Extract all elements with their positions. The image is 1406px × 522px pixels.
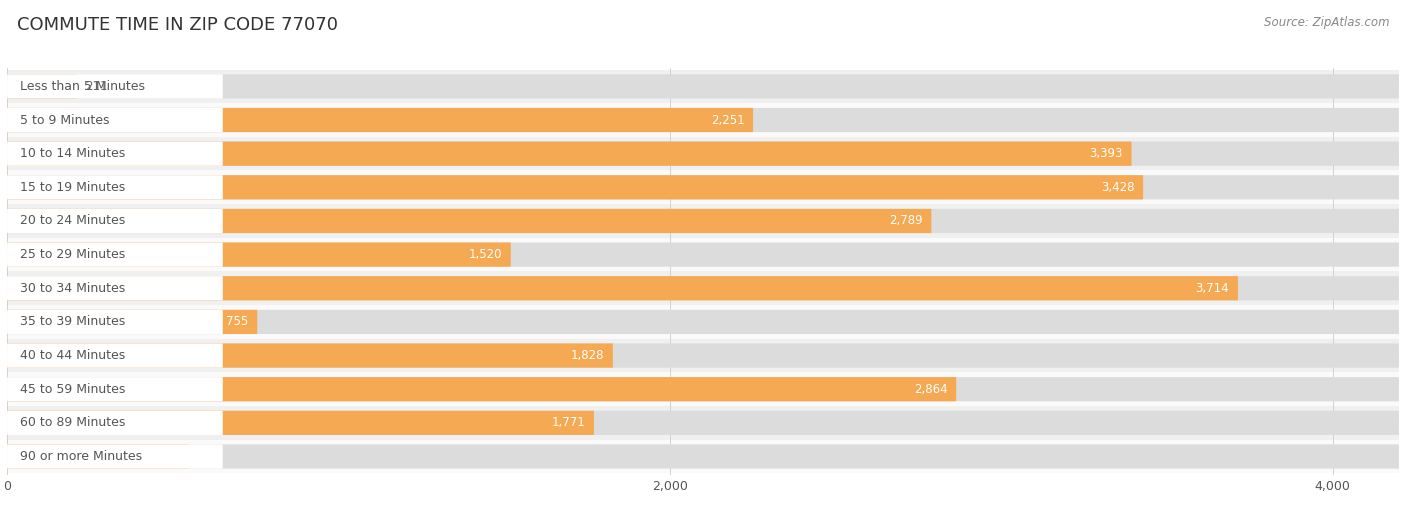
- FancyBboxPatch shape: [7, 411, 222, 435]
- FancyBboxPatch shape: [7, 141, 1132, 166]
- Text: 2,789: 2,789: [889, 215, 922, 228]
- Text: 3,714: 3,714: [1195, 282, 1229, 295]
- Text: Less than 5 Minutes: Less than 5 Minutes: [20, 80, 145, 93]
- FancyBboxPatch shape: [7, 209, 222, 233]
- FancyBboxPatch shape: [7, 411, 593, 435]
- FancyBboxPatch shape: [7, 243, 510, 267]
- Bar: [7, 440, 1399, 473]
- FancyBboxPatch shape: [7, 276, 1237, 300]
- Bar: [7, 171, 1399, 204]
- Text: 90 or more Minutes: 90 or more Minutes: [20, 450, 142, 463]
- Text: 10 to 14 Minutes: 10 to 14 Minutes: [20, 147, 125, 160]
- FancyBboxPatch shape: [7, 343, 222, 367]
- Text: 15 to 19 Minutes: 15 to 19 Minutes: [20, 181, 125, 194]
- Text: 3,393: 3,393: [1090, 147, 1123, 160]
- FancyBboxPatch shape: [7, 74, 1399, 99]
- Text: 35 to 39 Minutes: 35 to 39 Minutes: [20, 315, 125, 328]
- FancyBboxPatch shape: [7, 444, 188, 469]
- FancyBboxPatch shape: [7, 310, 257, 334]
- FancyBboxPatch shape: [7, 276, 222, 300]
- Text: 755: 755: [226, 315, 249, 328]
- FancyBboxPatch shape: [7, 444, 1399, 469]
- Text: 25 to 29 Minutes: 25 to 29 Minutes: [20, 248, 125, 261]
- Bar: [7, 137, 1399, 171]
- FancyBboxPatch shape: [7, 377, 1399, 401]
- FancyBboxPatch shape: [7, 411, 1399, 435]
- Bar: [7, 406, 1399, 440]
- FancyBboxPatch shape: [7, 310, 222, 334]
- Text: 2,251: 2,251: [711, 113, 744, 126]
- Text: 40 to 44 Minutes: 40 to 44 Minutes: [20, 349, 125, 362]
- FancyBboxPatch shape: [7, 175, 222, 199]
- Bar: [7, 305, 1399, 339]
- FancyBboxPatch shape: [7, 377, 222, 401]
- FancyBboxPatch shape: [7, 108, 1399, 132]
- Text: 2,864: 2,864: [914, 383, 948, 396]
- Text: 45 to 59 Minutes: 45 to 59 Minutes: [20, 383, 125, 396]
- Text: 60 to 89 Minutes: 60 to 89 Minutes: [20, 417, 125, 430]
- FancyBboxPatch shape: [7, 276, 1399, 300]
- Text: 211: 211: [86, 80, 108, 93]
- FancyBboxPatch shape: [7, 108, 754, 132]
- Text: 5 to 9 Minutes: 5 to 9 Minutes: [20, 113, 110, 126]
- Bar: [7, 339, 1399, 372]
- FancyBboxPatch shape: [7, 209, 931, 233]
- Text: 1,828: 1,828: [571, 349, 605, 362]
- FancyBboxPatch shape: [7, 141, 222, 166]
- FancyBboxPatch shape: [7, 377, 956, 401]
- FancyBboxPatch shape: [7, 209, 1399, 233]
- Text: 3,428: 3,428: [1101, 181, 1135, 194]
- Text: 20 to 24 Minutes: 20 to 24 Minutes: [20, 215, 125, 228]
- Bar: [7, 271, 1399, 305]
- FancyBboxPatch shape: [7, 74, 222, 99]
- Text: 1,520: 1,520: [468, 248, 502, 261]
- Text: 30 to 34 Minutes: 30 to 34 Minutes: [20, 282, 125, 295]
- Text: 1,771: 1,771: [551, 417, 585, 430]
- FancyBboxPatch shape: [7, 175, 1399, 199]
- Bar: [7, 69, 1399, 103]
- FancyBboxPatch shape: [7, 243, 222, 267]
- Bar: [7, 372, 1399, 406]
- Bar: [7, 103, 1399, 137]
- FancyBboxPatch shape: [7, 175, 1143, 199]
- FancyBboxPatch shape: [7, 243, 1399, 267]
- FancyBboxPatch shape: [7, 343, 613, 367]
- FancyBboxPatch shape: [7, 343, 1399, 367]
- FancyBboxPatch shape: [7, 141, 1399, 166]
- FancyBboxPatch shape: [7, 310, 1399, 334]
- Text: 547: 547: [157, 450, 180, 463]
- Text: COMMUTE TIME IN ZIP CODE 77070: COMMUTE TIME IN ZIP CODE 77070: [17, 16, 337, 33]
- FancyBboxPatch shape: [7, 74, 77, 99]
- Bar: [7, 238, 1399, 271]
- Text: Source: ZipAtlas.com: Source: ZipAtlas.com: [1264, 16, 1389, 29]
- FancyBboxPatch shape: [7, 108, 222, 132]
- Bar: [7, 204, 1399, 238]
- FancyBboxPatch shape: [7, 444, 222, 469]
